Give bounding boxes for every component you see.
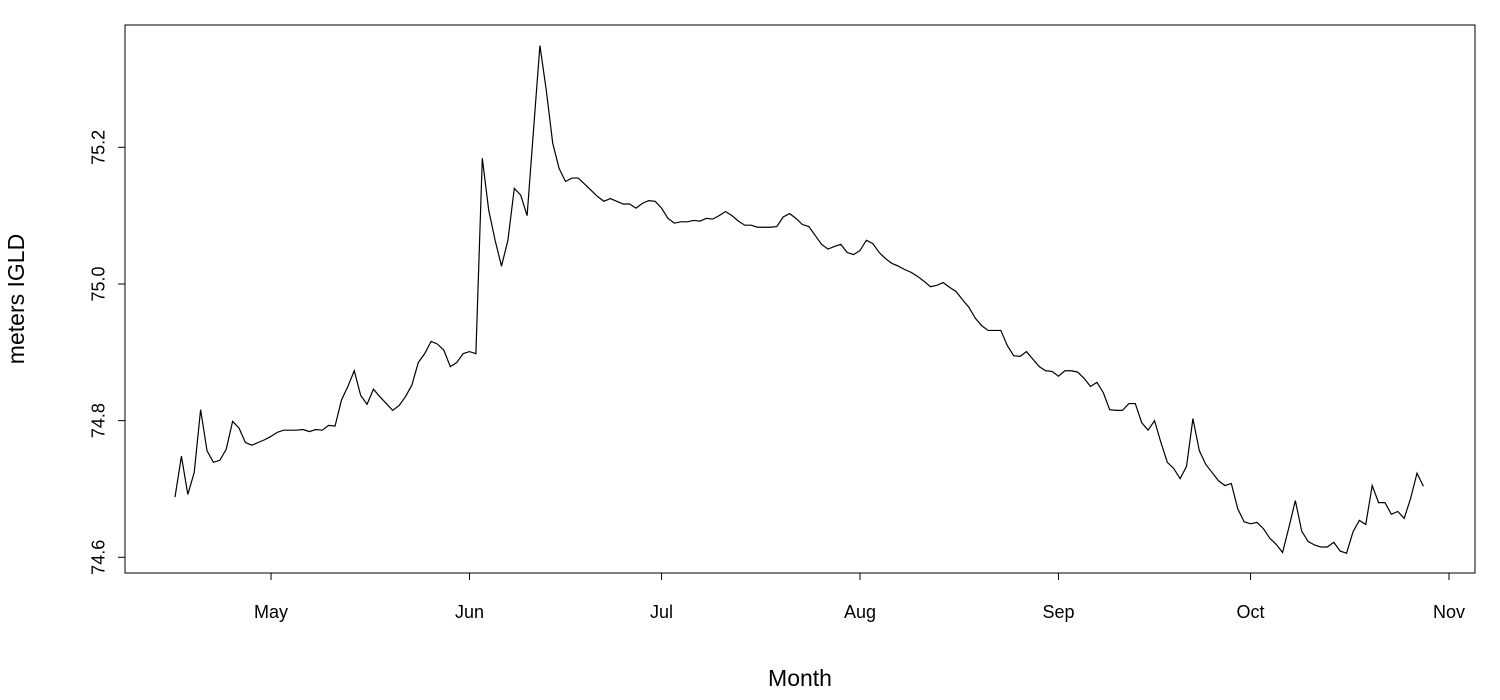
x-tick-label: Jul (650, 602, 673, 622)
x-tick-label: Sep (1042, 602, 1074, 622)
y-tick-label: 75.2 (89, 130, 109, 165)
y-axis-label: meters IGLD (3, 234, 29, 364)
y-tick-label: 75.0 (89, 266, 109, 301)
x-tick-label: Aug (844, 602, 876, 622)
y-tick-label: 74.6 (89, 540, 109, 575)
y-tick-label: 74.8 (89, 403, 109, 438)
x-tick-label: Nov (1433, 602, 1465, 622)
plot-frame (124, 24, 1476, 574)
x-tick-label: May (254, 602, 288, 622)
x-tick-label: Oct (1237, 602, 1265, 622)
data-line (174, 45, 1424, 554)
x-tick-label: Jun (455, 602, 484, 622)
x-axis-label: Month (768, 665, 832, 691)
